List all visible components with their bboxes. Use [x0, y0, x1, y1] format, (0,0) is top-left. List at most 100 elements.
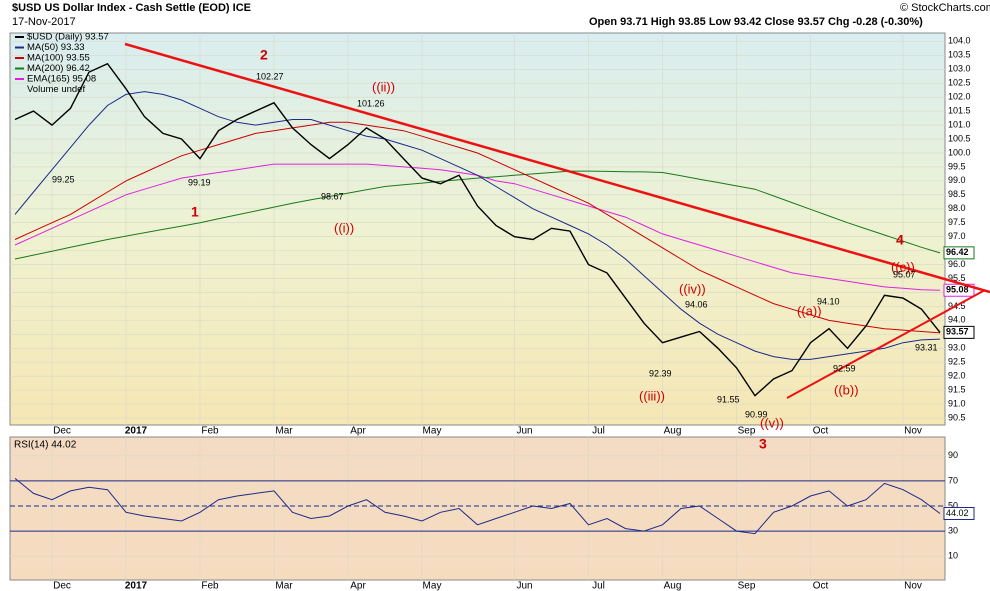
y-tick-label: 93.0 — [948, 343, 966, 353]
price-label: 93.31 — [915, 342, 938, 352]
price-tag-box — [943, 325, 975, 339]
y-tick-label: 101.0 — [948, 119, 971, 129]
x-tick-label: Jun — [516, 581, 532, 591]
price-tag: 95.08 — [946, 285, 969, 295]
wave-label: 4 — [896, 232, 904, 248]
y-tick-label: 10 — [948, 551, 958, 561]
x-tick-label: 2017 — [125, 581, 148, 591]
price-label: 90.99 — [745, 409, 768, 419]
x-tick-label: Mar — [275, 426, 293, 437]
x-tick-label: Sep — [738, 426, 756, 437]
plot: 90.591.091.592.092.593.093.594.094.595.0… — [10, 32, 975, 591]
date: 17-Nov-2017 — [12, 16, 76, 28]
y-tick-label: 98.5 — [948, 189, 966, 199]
price-label: 102.27 — [256, 71, 284, 81]
y-tick-label: 92.5 — [948, 357, 966, 367]
y-tick-label: 98.0 — [948, 203, 966, 213]
y-tick-label: 102.0 — [948, 92, 971, 102]
wave-label: ((v)) — [760, 415, 784, 430]
series-line — [14, 478, 941, 535]
wave-label: ((a)) — [797, 303, 822, 318]
y-tick-label: 70 — [948, 475, 958, 485]
rsi-panel — [9, 436, 946, 581]
series-line — [14, 170, 941, 260]
x-tick-label: 2017 — [125, 426, 148, 437]
legend-label: MA(50) 93.33 — [27, 42, 85, 53]
y-tick-label: 100.5 — [948, 133, 971, 143]
x-tick-label: Dec — [53, 426, 71, 437]
y-tick-label: 102.5 — [948, 78, 971, 88]
x-tick-label: Jun — [516, 426, 532, 437]
rsi-tag-box — [943, 506, 975, 520]
price-label: 99.25 — [52, 174, 75, 184]
y-tick-label: 92.0 — [948, 371, 966, 381]
price-label: 94.06 — [685, 299, 708, 309]
y-tick-label: 96.0 — [948, 259, 966, 269]
x-tick-label: Apr — [350, 581, 366, 591]
y-tick-label: 99.5 — [948, 161, 966, 171]
price-tag: 96.42 — [946, 247, 969, 257]
title: $USD US Dollar Index - Cash Settle (EOD)… — [12, 2, 251, 14]
price-label: 99.19 — [188, 177, 211, 187]
y-tick-label: 90.5 — [948, 412, 966, 422]
wave-label: 1 — [191, 204, 199, 220]
series-line — [14, 121, 941, 334]
y-tick-label: 104.0 — [948, 36, 971, 46]
price-label: 101.26 — [357, 98, 385, 108]
y-tick-label: 99.0 — [948, 175, 966, 185]
price-label: 92.59 — [833, 363, 856, 373]
rsi-tag: 44.02 — [946, 508, 969, 518]
price-panel — [9, 32, 946, 426]
series-line — [14, 62, 941, 397]
price-tag-box — [943, 246, 975, 260]
x-tick-label: Nov — [904, 581, 922, 591]
y-tick-label: 97.5 — [948, 217, 966, 227]
y-tick-label: 91.0 — [948, 398, 966, 408]
wave-label: 3 — [759, 436, 767, 452]
x-tick-label: May — [423, 581, 442, 591]
wave-label: ((c)) — [891, 259, 915, 274]
y-tick-label: 101.5 — [948, 105, 971, 115]
x-tick-label: Oct — [813, 426, 829, 437]
price-tag: 93.57 — [946, 327, 969, 337]
x-tick-label: Jul — [592, 581, 605, 591]
wave-label: ((iv)) — [679, 281, 706, 296]
price-label: 91.55 — [717, 394, 740, 404]
x-tick-label: Mar — [275, 581, 293, 591]
price-label: 98.67 — [321, 191, 344, 201]
x-tick-label: Apr — [350, 426, 366, 437]
legend-label: $USD (Daily) 93.57 — [27, 32, 109, 43]
rsi-title: RSI(14) 44.02 — [14, 440, 77, 451]
wave-label: 2 — [260, 47, 268, 63]
wave-label: ((i)) — [334, 220, 354, 235]
legend-label: MA(200) 96.42 — [27, 63, 90, 74]
y-tick-label: 97.0 — [948, 231, 966, 241]
y-tick-label: 94.0 — [948, 315, 966, 325]
x-tick-label: Feb — [201, 426, 219, 437]
x-tick-label: Jul — [592, 426, 605, 437]
credit: © StockCharts.com — [900, 2, 990, 14]
legend-label: MA(100) 93.55 — [27, 53, 90, 64]
legend-label: Volume undef — [27, 84, 85, 95]
support-line — [786, 289, 986, 399]
y-tick-label: 91.5 — [948, 384, 966, 394]
legend-label: EMA(165) 95.08 — [27, 74, 96, 85]
series-line — [14, 91, 941, 360]
x-tick-label: Aug — [664, 581, 682, 591]
x-tick-label: Nov — [904, 426, 922, 437]
y-tick-label: 30 — [948, 525, 958, 535]
wave-label: ((ii)) — [372, 79, 395, 94]
y-tick-label: 50 — [948, 500, 958, 510]
y-tick-label: 103.5 — [948, 50, 971, 60]
y-tick-label: 95.5 — [948, 273, 966, 283]
x-tick-label: Feb — [201, 581, 219, 591]
y-tick-label: 100.0 — [948, 147, 971, 157]
y-tick-label: 103.0 — [948, 64, 971, 74]
x-tick-label: Oct — [813, 581, 829, 591]
price-label: 95.07 — [893, 269, 916, 279]
wave-label: ((b)) — [834, 382, 859, 397]
x-tick-label: Dec — [53, 581, 71, 591]
y-tick-label: 90 — [948, 450, 958, 460]
x-tick-label: Aug — [664, 426, 682, 437]
